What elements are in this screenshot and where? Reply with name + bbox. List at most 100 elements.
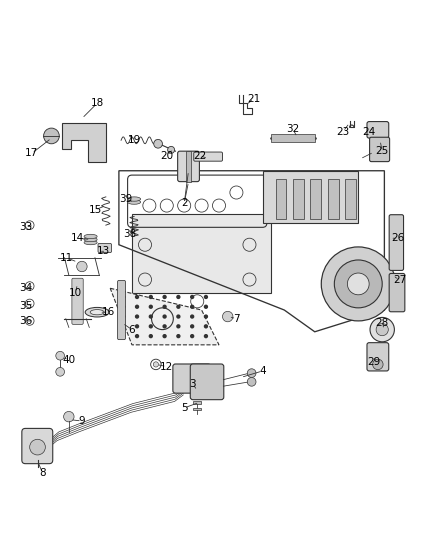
- Text: 22: 22: [193, 150, 206, 160]
- Text: 39: 39: [119, 194, 132, 204]
- Circle shape: [347, 273, 369, 295]
- Bar: [276, 180, 286, 219]
- Text: 27: 27: [393, 274, 406, 285]
- FancyBboxPatch shape: [367, 122, 389, 138]
- Circle shape: [204, 295, 208, 299]
- FancyBboxPatch shape: [190, 364, 224, 400]
- Text: 19: 19: [127, 135, 141, 146]
- Text: 13: 13: [97, 246, 110, 256]
- Text: 16: 16: [101, 307, 115, 317]
- FancyBboxPatch shape: [178, 151, 199, 182]
- Bar: [193, 408, 201, 410]
- Circle shape: [176, 324, 180, 328]
- Text: 20: 20: [160, 150, 173, 160]
- Circle shape: [176, 334, 180, 338]
- Circle shape: [77, 261, 87, 272]
- Circle shape: [121, 314, 125, 319]
- Bar: [186, 151, 191, 182]
- Text: 33: 33: [19, 222, 32, 232]
- Ellipse shape: [90, 310, 104, 315]
- Text: 3: 3: [190, 379, 196, 389]
- Text: 34: 34: [19, 283, 32, 293]
- Circle shape: [148, 334, 153, 338]
- Text: 36: 36: [19, 316, 32, 326]
- Ellipse shape: [127, 197, 141, 201]
- Circle shape: [223, 311, 233, 322]
- Bar: [262, 171, 358, 223]
- Circle shape: [148, 304, 153, 309]
- Bar: [328, 180, 339, 219]
- FancyBboxPatch shape: [389, 273, 405, 312]
- Circle shape: [190, 314, 194, 319]
- Text: 12: 12: [160, 361, 173, 372]
- Text: 32: 32: [286, 124, 300, 134]
- Circle shape: [370, 318, 394, 342]
- Text: 26: 26: [391, 233, 404, 243]
- Text: 38: 38: [123, 229, 136, 239]
- Circle shape: [247, 377, 256, 386]
- Text: 7: 7: [233, 314, 240, 324]
- Circle shape: [376, 324, 389, 336]
- Circle shape: [334, 260, 382, 308]
- Circle shape: [56, 367, 64, 376]
- Circle shape: [168, 147, 175, 154]
- Bar: [293, 180, 304, 219]
- Polygon shape: [62, 123, 106, 162]
- Circle shape: [44, 128, 59, 144]
- Circle shape: [204, 324, 208, 328]
- Text: 24: 24: [363, 126, 376, 136]
- Circle shape: [135, 324, 139, 328]
- FancyBboxPatch shape: [22, 429, 53, 464]
- Circle shape: [162, 324, 167, 328]
- Text: 23: 23: [336, 126, 350, 136]
- Circle shape: [154, 140, 162, 148]
- Circle shape: [190, 295, 194, 299]
- Circle shape: [176, 314, 180, 319]
- Bar: [271, 134, 315, 142]
- Circle shape: [247, 369, 256, 377]
- Circle shape: [190, 324, 194, 328]
- Circle shape: [121, 334, 125, 338]
- Circle shape: [148, 324, 153, 328]
- Circle shape: [162, 334, 167, 338]
- Bar: [345, 180, 356, 219]
- Circle shape: [190, 304, 194, 309]
- Circle shape: [373, 359, 383, 370]
- Circle shape: [153, 362, 159, 367]
- Circle shape: [204, 314, 208, 319]
- Bar: [311, 180, 321, 219]
- Circle shape: [162, 314, 167, 319]
- Text: 40: 40: [62, 355, 75, 365]
- Text: 25: 25: [375, 146, 389, 156]
- Text: 5: 5: [181, 403, 187, 413]
- Text: 9: 9: [78, 416, 85, 426]
- Circle shape: [135, 314, 139, 319]
- Ellipse shape: [84, 235, 97, 239]
- Circle shape: [176, 304, 180, 309]
- Circle shape: [190, 334, 194, 338]
- Circle shape: [162, 295, 167, 299]
- FancyBboxPatch shape: [72, 278, 83, 325]
- Circle shape: [135, 295, 139, 299]
- Text: 14: 14: [71, 233, 84, 243]
- FancyBboxPatch shape: [367, 343, 389, 371]
- Ellipse shape: [85, 308, 109, 317]
- FancyBboxPatch shape: [194, 152, 223, 161]
- Ellipse shape: [84, 240, 97, 245]
- Circle shape: [135, 304, 139, 309]
- FancyBboxPatch shape: [370, 137, 390, 161]
- FancyBboxPatch shape: [173, 364, 211, 393]
- Circle shape: [162, 304, 167, 309]
- Circle shape: [121, 295, 125, 299]
- Text: 35: 35: [19, 301, 32, 311]
- Circle shape: [204, 304, 208, 309]
- Circle shape: [176, 295, 180, 299]
- Text: 10: 10: [69, 288, 82, 297]
- Circle shape: [121, 304, 125, 309]
- Text: 21: 21: [247, 94, 261, 104]
- FancyBboxPatch shape: [98, 244, 112, 253]
- Circle shape: [30, 439, 46, 455]
- Bar: [132, 214, 271, 293]
- Circle shape: [321, 247, 395, 321]
- Circle shape: [64, 411, 74, 422]
